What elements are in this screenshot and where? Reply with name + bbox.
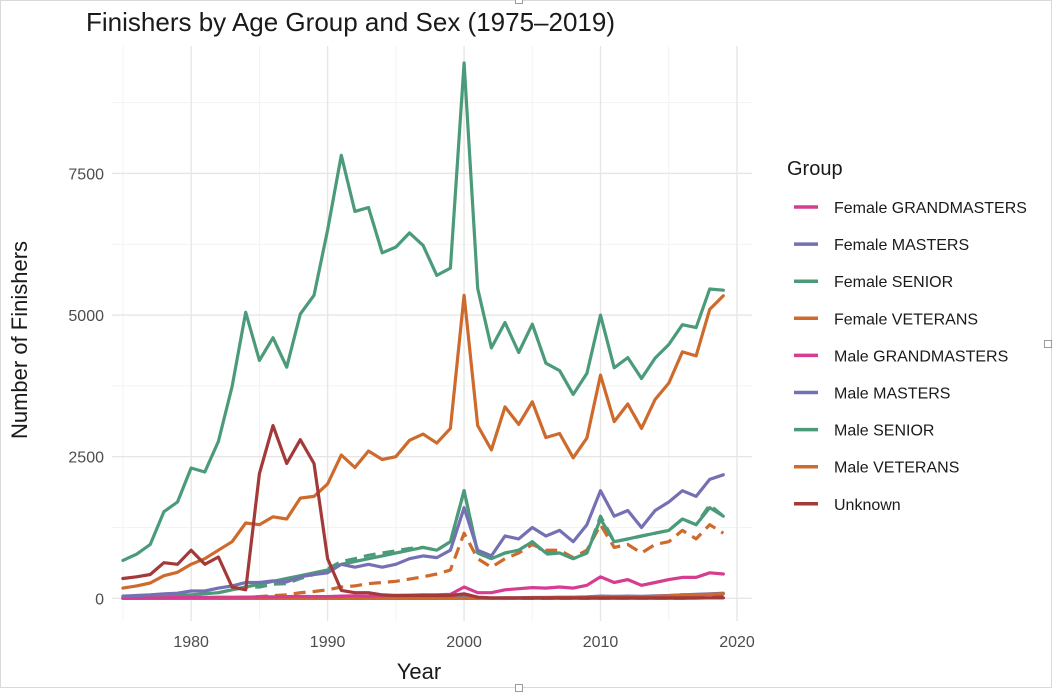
y-axis-ticks: 0 2500 5000 7500 bbox=[68, 166, 104, 608]
legend: Group Female GRANDMASTERS Female MASTERS F… bbox=[787, 158, 1027, 514]
legend-item-female-veterans: Female VETERANS bbox=[794, 311, 978, 328]
resize-handle-top[interactable] bbox=[515, 0, 523, 4]
legend-label: Female VETERANS bbox=[834, 311, 978, 328]
x-tick-label: 2020 bbox=[719, 634, 755, 651]
legend-label: Female GRANDMASTERS bbox=[834, 200, 1027, 217]
legend-item-unknown: Unknown bbox=[794, 497, 901, 514]
series-line-male-masters bbox=[121, 473, 725, 598]
y-tick-label: 5000 bbox=[68, 308, 104, 325]
minor-gridlines bbox=[112, 46, 752, 621]
chart-title: Finishers by Age Group and Sex (1975–201… bbox=[86, 7, 615, 37]
legend-item-female-senior: Female SENIOR bbox=[794, 274, 953, 291]
y-axis-title: Number of Finishers bbox=[7, 241, 32, 439]
series-line-male-senior bbox=[121, 61, 725, 562]
legend-label: Unknown bbox=[834, 497, 901, 514]
legend-label: Male GRANDMASTERS bbox=[834, 348, 1008, 365]
legend-item-male-masters: Male MASTERS bbox=[794, 386, 950, 403]
legend-title: Group bbox=[787, 158, 843, 180]
x-axis-title: Year bbox=[397, 659, 441, 684]
x-tick-label: 2000 bbox=[446, 634, 482, 651]
series-line-male-veterans bbox=[121, 293, 725, 590]
y-tick-label: 2500 bbox=[68, 450, 104, 467]
legend-item-male-senior: Male SENIOR bbox=[794, 423, 934, 440]
x-tick-label: 1980 bbox=[173, 634, 209, 651]
legend-label: Male VETERANS bbox=[834, 460, 959, 477]
series-lines bbox=[121, 61, 725, 600]
y-tick-label: 7500 bbox=[68, 166, 104, 183]
legend-label: Female SENIOR bbox=[834, 274, 953, 291]
y-tick-label: 0 bbox=[95, 591, 104, 608]
x-tick-label: 1990 bbox=[310, 634, 346, 651]
legend-label: Female MASTERS bbox=[834, 237, 969, 254]
x-tick-label: 2010 bbox=[583, 634, 619, 651]
legend-item-female-grandmasters: Female GRANDMASTERS bbox=[794, 200, 1027, 217]
x-axis-ticks: 1980 1990 2000 2010 2020 bbox=[173, 634, 755, 651]
legend-item-male-grandmasters: Male GRANDMASTERS bbox=[794, 348, 1008, 365]
series-line-unknown bbox=[121, 424, 725, 600]
legend-item-female-masters: Female MASTERS bbox=[794, 237, 969, 254]
legend-label: Male SENIOR bbox=[834, 423, 934, 440]
major-gridlines bbox=[112, 46, 752, 621]
legend-item-male-veterans: Male VETERANS bbox=[794, 460, 959, 477]
legend-label: Male MASTERS bbox=[834, 386, 950, 403]
series-line-female-senior bbox=[121, 489, 725, 600]
